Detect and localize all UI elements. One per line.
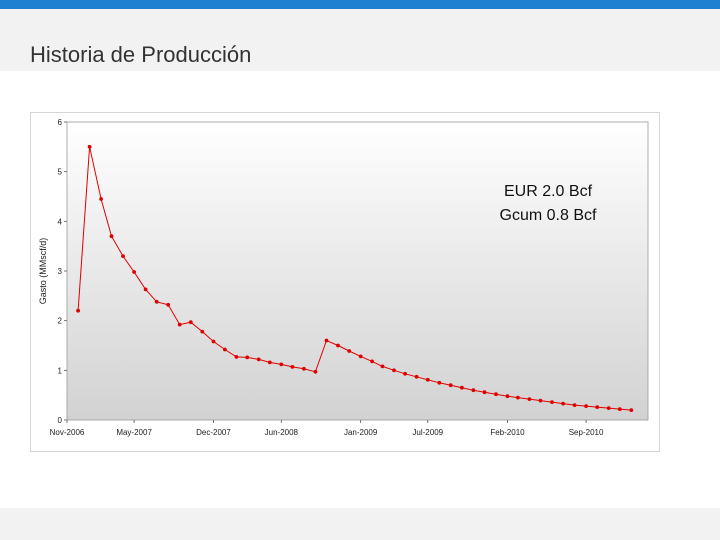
data-point bbox=[358, 354, 363, 359]
x-axis: Nov-2006 May-2007 Dec-2007 Jun-2008 Jan-2009… bbox=[50, 420, 604, 437]
series-points bbox=[76, 144, 634, 412]
x-tick-label: Jan-2009 bbox=[344, 428, 378, 437]
top-accent-bar bbox=[0, 0, 720, 9]
y-axis-title: Gasto (MMscf/d) bbox=[38, 238, 48, 305]
data-point bbox=[617, 407, 622, 411]
annotation-eur: EUR 2.0 Bcf bbox=[504, 183, 593, 200]
y-tick-label: 6 bbox=[58, 118, 63, 127]
data-point bbox=[561, 401, 565, 406]
data-point bbox=[336, 343, 340, 348]
data-point bbox=[324, 338, 329, 343]
data-point bbox=[188, 320, 193, 325]
data-point bbox=[256, 357, 261, 362]
page-title: Historia de Producción bbox=[30, 42, 252, 67]
data-point bbox=[154, 299, 159, 304]
y-tick-label: 4 bbox=[58, 217, 63, 226]
data-point bbox=[370, 359, 374, 364]
data-point bbox=[76, 308, 80, 313]
data-point bbox=[166, 302, 171, 307]
data-point bbox=[177, 322, 182, 327]
data-point bbox=[200, 329, 205, 334]
x-tick-label: Jun-2008 bbox=[265, 428, 299, 437]
data-point bbox=[606, 406, 611, 410]
data-point bbox=[143, 287, 148, 292]
plot-area bbox=[66, 121, 649, 421]
data-point bbox=[313, 369, 318, 374]
data-point bbox=[302, 366, 306, 371]
data-point bbox=[279, 362, 284, 367]
data-point bbox=[460, 385, 464, 390]
data-point bbox=[494, 392, 498, 397]
x-tick-label: May-2007 bbox=[116, 428, 152, 437]
data-point bbox=[267, 360, 272, 365]
data-point bbox=[629, 408, 634, 412]
data-point bbox=[572, 403, 577, 407]
data-point bbox=[211, 339, 216, 344]
data-point bbox=[448, 383, 453, 388]
x-tick-label: Feb-2010 bbox=[490, 428, 525, 437]
data-point bbox=[245, 355, 250, 360]
data-point bbox=[380, 364, 385, 369]
data-point bbox=[121, 254, 125, 258]
data-point bbox=[403, 371, 407, 376]
data-point bbox=[109, 234, 114, 239]
data-point bbox=[223, 347, 227, 352]
y-tick-label: 0 bbox=[58, 416, 63, 425]
footer-band bbox=[0, 508, 720, 540]
x-tick-label: Dec-2007 bbox=[196, 428, 231, 437]
data-point bbox=[584, 404, 588, 408]
x-tick-label: Sep-2010 bbox=[569, 428, 604, 437]
y-tick-label: 2 bbox=[58, 317, 63, 326]
y-tick-label: 1 bbox=[58, 366, 63, 375]
data-point bbox=[482, 390, 487, 395]
data-point bbox=[595, 405, 600, 409]
title-band bbox=[0, 9, 720, 71]
annotation-gcum: Gcum 0.8 Bcf bbox=[500, 207, 597, 224]
data-point bbox=[550, 400, 554, 404]
x-tick-label: Jul-2009 bbox=[412, 428, 443, 437]
data-point bbox=[234, 355, 239, 359]
data-point bbox=[516, 395, 520, 400]
data-point bbox=[425, 377, 430, 382]
data-point bbox=[471, 388, 476, 393]
data-point bbox=[347, 349, 352, 353]
data-point bbox=[414, 374, 419, 379]
x-tick-label: Nov-2006 bbox=[50, 428, 85, 437]
y-tick-label: 5 bbox=[58, 168, 63, 177]
y-axis: 0 1 2 3 4 5 6 bbox=[58, 118, 67, 425]
data-point bbox=[527, 397, 532, 401]
data-point bbox=[132, 270, 137, 274]
data-point bbox=[392, 368, 396, 373]
data-point bbox=[538, 398, 543, 403]
y-tick-label: 3 bbox=[58, 267, 63, 276]
data-point bbox=[87, 144, 92, 149]
data-point bbox=[505, 394, 510, 399]
data-point bbox=[99, 197, 103, 201]
data-point bbox=[437, 380, 442, 385]
data-point bbox=[290, 365, 295, 369]
